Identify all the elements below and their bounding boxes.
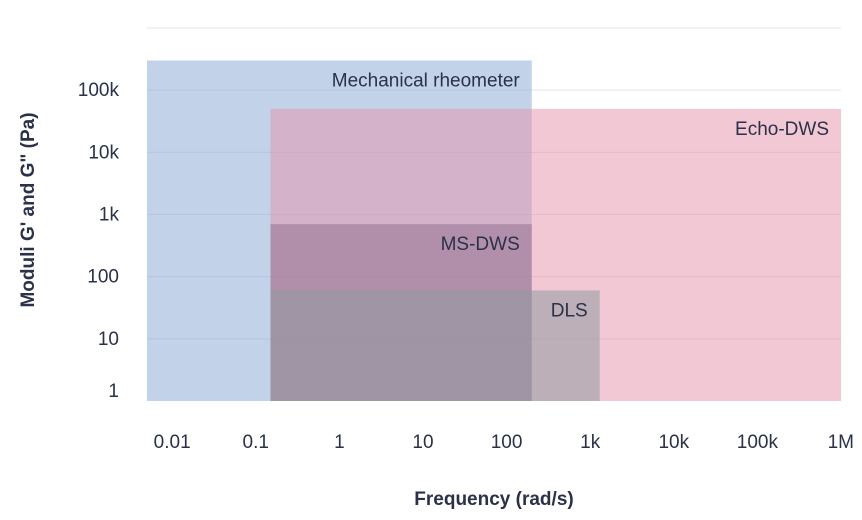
y-tick-label: 1k bbox=[99, 205, 120, 226]
y-tick-label: 100 bbox=[87, 267, 119, 288]
x-tick-label: 10 bbox=[412, 432, 433, 453]
y-tick-label: 10 bbox=[98, 329, 119, 350]
x-tick-label: 1 bbox=[334, 432, 345, 453]
x-tick-label: 1M bbox=[828, 432, 854, 453]
y-tick-label: 10k bbox=[88, 142, 119, 163]
region-dls bbox=[270, 290, 600, 401]
region-label-ms-dws: MS-DWS bbox=[441, 234, 520, 255]
x-axis-title: Frequency (rad/s) bbox=[414, 489, 573, 510]
y-axis-title: Moduli G' and G" (Pa) bbox=[18, 112, 39, 307]
x-tick-label: 0.1 bbox=[243, 432, 269, 453]
x-tick-label: 100 bbox=[491, 432, 523, 453]
region-label-dls: DLS bbox=[551, 300, 588, 321]
x-tick-label: 100k bbox=[737, 432, 779, 453]
y-tick-label: 1 bbox=[108, 381, 119, 402]
range-regions bbox=[147, 60, 841, 402]
region-label-echo-dws: Echo-DWS bbox=[735, 119, 829, 140]
x-tick-label: 10k bbox=[658, 432, 689, 453]
y-axis-ticks: 1 10 100 1k 10k 100k bbox=[78, 80, 120, 402]
region-labels: Mechanical rheometer Echo-DWS MS-DWS DLS bbox=[332, 71, 829, 322]
x-axis-ticks: 0.01 0.1 1 10 100 1k 10k 100k 1M bbox=[154, 432, 854, 453]
x-tick-label: 1k bbox=[580, 432, 601, 453]
y-tick-label: 100k bbox=[78, 80, 120, 101]
region-label-mechanical-rheometer: Mechanical rheometer bbox=[332, 71, 521, 92]
x-tick-label: 0.01 bbox=[154, 432, 191, 453]
